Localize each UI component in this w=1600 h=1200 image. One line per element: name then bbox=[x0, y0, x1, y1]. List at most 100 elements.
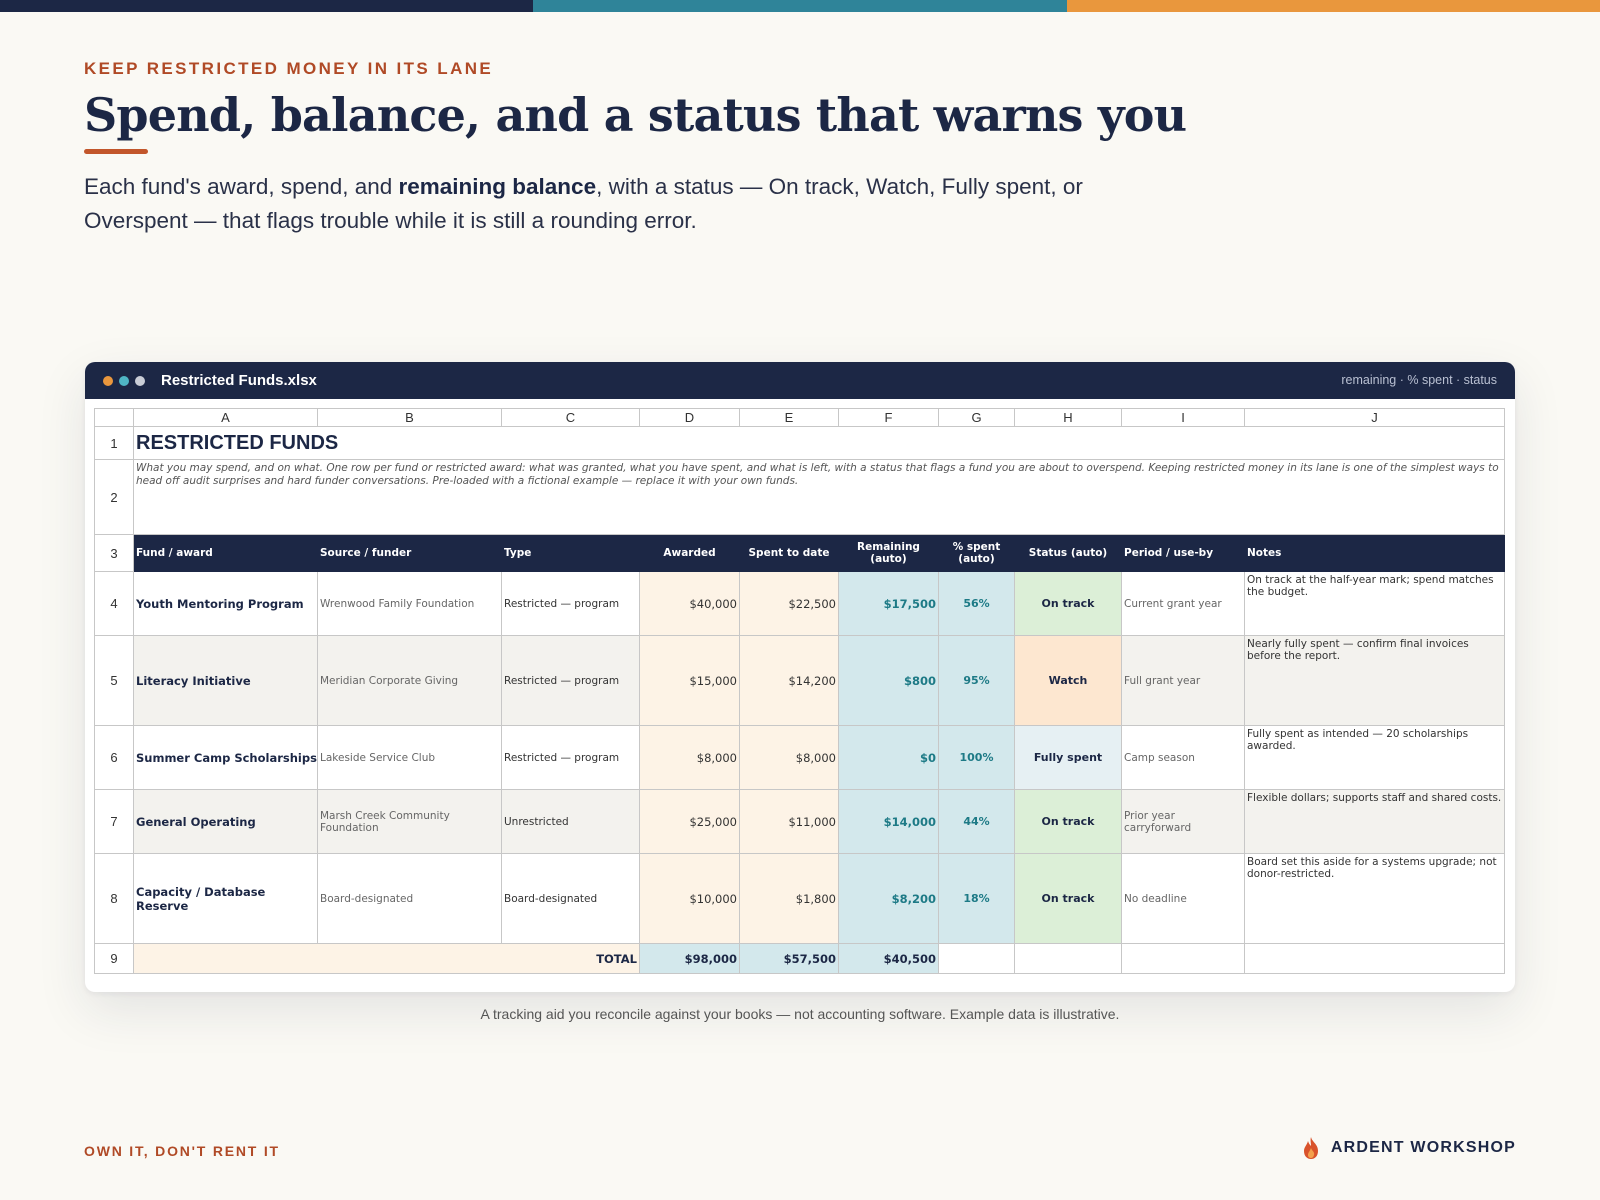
notes-cell[interactable]: Nearly fully spent — confirm final invoi… bbox=[1244, 635, 1505, 726]
type-cell[interactable]: Board-designated bbox=[501, 853, 640, 944]
source-cell[interactable]: Lakeside Service Club bbox=[317, 725, 502, 790]
remaining-cell[interactable]: $17,500 bbox=[838, 571, 939, 636]
period-cell[interactable]: Full grant year bbox=[1121, 635, 1245, 726]
pct-spent-cell[interactable]: 100% bbox=[938, 725, 1015, 790]
period-cell[interactable]: Current grant year bbox=[1121, 571, 1245, 636]
empty-cell[interactable] bbox=[1014, 943, 1122, 974]
column-letter[interactable]: D bbox=[639, 408, 740, 427]
row-number[interactable]: 7 bbox=[94, 789, 134, 854]
fund-row: 5 Literacy Initiative Meridian Corporate G… bbox=[94, 635, 1505, 726]
period-cell[interactable]: Camp season bbox=[1121, 725, 1245, 790]
status-cell[interactable]: On track bbox=[1014, 571, 1122, 636]
status-cell[interactable]: On track bbox=[1014, 853, 1122, 944]
window-dot-gray[interactable] bbox=[135, 375, 145, 386]
column-letter[interactable]: A bbox=[133, 408, 318, 427]
remaining-cell[interactable]: $8,200 bbox=[838, 853, 939, 944]
row-2: 2 What you may spend, and on what. One r… bbox=[94, 459, 1505, 535]
source-cell[interactable]: Meridian Corporate Giving bbox=[317, 635, 502, 726]
pct-spent-cell[interactable]: 56% bbox=[938, 571, 1015, 636]
total-remaining[interactable]: $40,500 bbox=[838, 943, 939, 974]
row-number[interactable]: 4 bbox=[94, 571, 134, 636]
fund-name-cell[interactable]: Summer Camp Scholarships bbox=[133, 725, 318, 790]
fund-name-cell[interactable]: Youth Mentoring Program bbox=[133, 571, 318, 636]
fund-name-cell[interactable]: General Operating bbox=[133, 789, 318, 854]
total-spent[interactable]: $57,500 bbox=[739, 943, 839, 974]
empty-cell[interactable] bbox=[1121, 943, 1245, 974]
type-cell[interactable]: Restricted — program bbox=[501, 571, 640, 636]
column-letter[interactable]: C bbox=[501, 408, 640, 427]
fund-name-cell[interactable]: Literacy Initiative bbox=[133, 635, 318, 726]
sheet-title[interactable]: RESTRICTED FUNDS bbox=[133, 426, 1505, 460]
row-number[interactable]: 3 bbox=[94, 534, 134, 572]
window-dot-teal[interactable] bbox=[119, 375, 129, 386]
header-remaining[interactable]: Remaining (auto) bbox=[838, 534, 939, 572]
pct-spent-cell[interactable]: 44% bbox=[938, 789, 1015, 854]
header-source[interactable]: Source / funder bbox=[317, 534, 502, 572]
spent-cell[interactable]: $22,500 bbox=[739, 571, 839, 636]
spent-cell[interactable]: $8,000 bbox=[739, 725, 839, 790]
sheet-description[interactable]: What you may spend, and on what. One row… bbox=[133, 459, 1505, 535]
column-letter[interactable]: H bbox=[1014, 408, 1122, 427]
period-cell[interactable]: Prior year carryforward bbox=[1121, 789, 1245, 854]
row-number[interactable]: 5 bbox=[94, 635, 134, 726]
total-awarded[interactable]: $98,000 bbox=[639, 943, 740, 974]
fund-row: 8 Capacity / Database Reserve Board-design… bbox=[94, 853, 1505, 944]
row-number[interactable]: 2 bbox=[94, 459, 134, 535]
awarded-cell[interactable]: $10,000 bbox=[639, 853, 740, 944]
empty-cell[interactable] bbox=[1244, 943, 1505, 974]
header-notes[interactable]: Notes bbox=[1244, 534, 1505, 572]
notes-cell[interactable]: Board set this aside for a systems upgra… bbox=[1244, 853, 1505, 944]
notes-cell[interactable]: Flexible dollars; supports staff and sha… bbox=[1244, 789, 1505, 854]
spent-cell[interactable]: $11,000 bbox=[739, 789, 839, 854]
row-number[interactable]: 1 bbox=[94, 426, 134, 460]
pct-spent-cell[interactable]: 95% bbox=[938, 635, 1015, 726]
fund-row: 7 General Operating Marsh Creek Community … bbox=[94, 789, 1505, 854]
header-spent[interactable]: Spent to date bbox=[739, 534, 839, 572]
pct-spent-cell[interactable]: 18% bbox=[938, 853, 1015, 944]
fund-name-cell[interactable]: Capacity / Database Reserve bbox=[133, 853, 318, 944]
notes-cell[interactable]: Fully spent as intended — 20 scholarship… bbox=[1244, 725, 1505, 790]
source-cell[interactable]: Board-designated bbox=[317, 853, 502, 944]
header-status[interactable]: Status (auto) bbox=[1014, 534, 1122, 572]
row-number[interactable]: 6 bbox=[94, 725, 134, 790]
type-cell[interactable]: Unrestricted bbox=[501, 789, 640, 854]
empty-cell[interactable] bbox=[938, 943, 1015, 974]
remaining-cell[interactable]: $14,000 bbox=[838, 789, 939, 854]
header-type[interactable]: Type bbox=[501, 534, 640, 572]
column-letter[interactable]: F bbox=[838, 408, 939, 427]
column-letter[interactable]: G bbox=[938, 408, 1015, 427]
window-titlebar: Restricted Funds.xlsx remaining · % spen… bbox=[85, 362, 1515, 399]
window-dot-orange[interactable] bbox=[103, 375, 113, 386]
column-letter[interactable]: J bbox=[1244, 408, 1505, 427]
corner-cell[interactable] bbox=[94, 408, 134, 427]
source-cell[interactable]: Marsh Creek Community Foundation bbox=[317, 789, 502, 854]
status-cell[interactable]: Fully spent bbox=[1014, 725, 1122, 790]
row-number[interactable]: 9 bbox=[94, 943, 134, 974]
type-cell[interactable]: Restricted — program bbox=[501, 725, 640, 790]
type-cell[interactable]: Restricted — program bbox=[501, 635, 640, 726]
column-letter[interactable]: I bbox=[1121, 408, 1245, 427]
total-label[interactable]: TOTAL bbox=[133, 943, 640, 974]
spent-cell[interactable]: $1,800 bbox=[739, 853, 839, 944]
column-letter[interactable]: B bbox=[317, 408, 502, 427]
notes-cell[interactable]: On track at the half-year mark; spend ma… bbox=[1244, 571, 1505, 636]
brand[interactable]: ARDENT WORKSHOP bbox=[1301, 1136, 1516, 1160]
awarded-cell[interactable]: $8,000 bbox=[639, 725, 740, 790]
header-fund[interactable]: Fund / award bbox=[133, 534, 318, 572]
row-number[interactable]: 8 bbox=[94, 853, 134, 944]
source-cell[interactable]: Wrenwood Family Foundation bbox=[317, 571, 502, 636]
awarded-cell[interactable]: $15,000 bbox=[639, 635, 740, 726]
period-cell[interactable]: No deadline bbox=[1121, 853, 1245, 944]
awarded-cell[interactable]: $25,000 bbox=[639, 789, 740, 854]
header-period[interactable]: Period / use-by bbox=[1121, 534, 1245, 572]
status-cell[interactable]: Watch bbox=[1014, 635, 1122, 726]
awarded-cell[interactable]: $40,000 bbox=[639, 571, 740, 636]
column-letter[interactable]: E bbox=[739, 408, 839, 427]
remaining-cell[interactable]: $800 bbox=[838, 635, 939, 726]
remaining-cell[interactable]: $0 bbox=[838, 725, 939, 790]
status-cell[interactable]: On track bbox=[1014, 789, 1122, 854]
header-pct-spent[interactable]: % spent (auto) bbox=[938, 534, 1015, 572]
spent-cell[interactable]: $14,200 bbox=[739, 635, 839, 726]
header-awarded[interactable]: Awarded bbox=[639, 534, 740, 572]
